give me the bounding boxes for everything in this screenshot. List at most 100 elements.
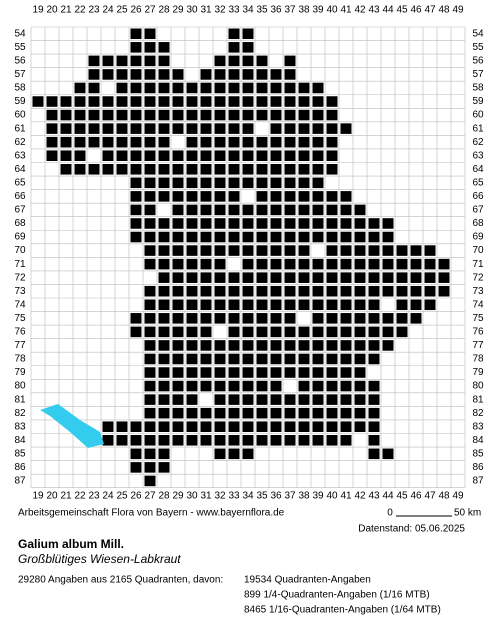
occurrence-cell <box>242 123 254 134</box>
occurrence-cell <box>172 299 184 311</box>
occurrence-cell <box>144 96 156 107</box>
occurrence-cell <box>60 164 72 175</box>
column-label: 33 <box>228 5 240 16</box>
occurrence-cell <box>200 109 212 121</box>
occurrence-cell <box>256 299 268 311</box>
row-label: 57 <box>14 69 26 80</box>
occurrence-cell <box>270 340 282 351</box>
stats-line: 8465 1/16-Quadranten-Angaben (1/64 MTB) <box>244 605 441 616</box>
column-label: 39 <box>312 491 324 502</box>
occurrence-cell <box>116 150 128 161</box>
occurrence-cell <box>284 272 296 283</box>
occurrence-cell <box>242 164 254 175</box>
occurrence-cell <box>382 313 394 324</box>
occurrence-cell <box>200 258 212 270</box>
occurrence-cell <box>130 109 142 121</box>
occurrence-cell <box>410 258 422 270</box>
occurrence-cell <box>88 109 100 121</box>
occurrence-cell <box>172 231 184 243</box>
row-label: 69 <box>14 232 26 243</box>
occurrence-cell <box>158 367 170 378</box>
row-label: 82 <box>14 408 26 419</box>
row-label: 72 <box>14 272 26 283</box>
occurrence-cell <box>410 299 422 311</box>
occurrence-cell <box>116 421 128 432</box>
occurrence-cell <box>144 55 156 67</box>
column-label: 29 <box>172 491 184 502</box>
occurrence-cell <box>158 191 170 202</box>
occurrence-cell <box>116 55 128 67</box>
occurrence-cell <box>270 69 282 80</box>
occurrence-cell <box>382 272 394 283</box>
occurrence-cell <box>424 245 436 256</box>
occurrence-cell <box>270 123 282 134</box>
row-label: 55 <box>472 42 484 53</box>
column-label: 21 <box>60 491 72 502</box>
occurrence-cell <box>242 421 254 432</box>
occurrence-cell <box>256 245 268 256</box>
occurrence-cell <box>382 285 394 297</box>
row-label: 70 <box>14 245 26 256</box>
occurrence-cell <box>340 340 352 351</box>
row-label: 81 <box>14 394 26 405</box>
occurrence-cell <box>214 258 226 270</box>
occurrence-cell <box>200 285 212 297</box>
column-label: 40 <box>326 491 338 502</box>
occurrence-cell <box>200 367 212 378</box>
occurrence-cell <box>214 136 226 148</box>
occurrence-cell <box>368 218 380 229</box>
occurrence-cell <box>298 285 310 297</box>
occurrence-cell <box>242 299 254 311</box>
occurrence-cell <box>200 245 212 256</box>
occurrence-cell <box>354 394 366 405</box>
occurrence-cell <box>270 367 282 378</box>
row-label: 61 <box>472 123 484 134</box>
occurrence-cell <box>284 421 296 432</box>
occurrence-cell <box>60 96 72 107</box>
occurrence-cell <box>158 231 170 243</box>
occurrence-cell <box>200 326 212 338</box>
occurrence-cell <box>312 150 324 161</box>
occurrence-cell <box>298 109 310 121</box>
row-label: 80 <box>14 381 26 392</box>
occurrence-cell <box>186 218 198 229</box>
row-label: 60 <box>472 110 484 121</box>
column-label: 46 <box>410 5 422 16</box>
occurrence-cell <box>228 340 240 351</box>
occurrence-cell <box>144 285 156 297</box>
occurrence-cell <box>284 136 296 148</box>
occurrence-cell <box>354 313 366 324</box>
occurrence-cell <box>228 177 240 189</box>
occurrence-cell <box>186 177 198 189</box>
occurrence-cell <box>382 218 394 229</box>
occurrence-cell <box>172 204 184 216</box>
row-label: 71 <box>472 259 484 270</box>
occurrence-cell <box>144 28 156 40</box>
occurrence-cell <box>214 164 226 175</box>
occurrence-cell <box>284 245 296 256</box>
occurrence-cell <box>256 164 268 175</box>
occurrence-cell <box>242 407 254 419</box>
occurrence-cell <box>158 218 170 229</box>
occurrence-cell <box>298 177 310 189</box>
occurrence-cell <box>172 245 184 256</box>
column-label: 25 <box>116 491 128 502</box>
occurrence-cell <box>214 272 226 283</box>
occurrence-cell <box>102 150 114 161</box>
column-label: 23 <box>88 5 100 16</box>
occurrence-cell <box>368 326 380 338</box>
column-label: 22 <box>74 491 86 502</box>
occurrence-cell <box>200 150 212 161</box>
occurrence-cell <box>256 394 268 405</box>
occurrence-cell <box>242 231 254 243</box>
occurrence-cell <box>326 340 338 351</box>
row-label: 68 <box>14 218 26 229</box>
occurrence-cell <box>228 42 240 53</box>
occurrence-cell <box>228 353 240 365</box>
occurrence-cell <box>340 285 352 297</box>
occurrence-cell <box>284 55 296 67</box>
occurrence-cell <box>242 285 254 297</box>
occurrence-cell <box>368 448 380 460</box>
occurrence-cell <box>88 82 100 94</box>
occurrence-cell <box>172 218 184 229</box>
